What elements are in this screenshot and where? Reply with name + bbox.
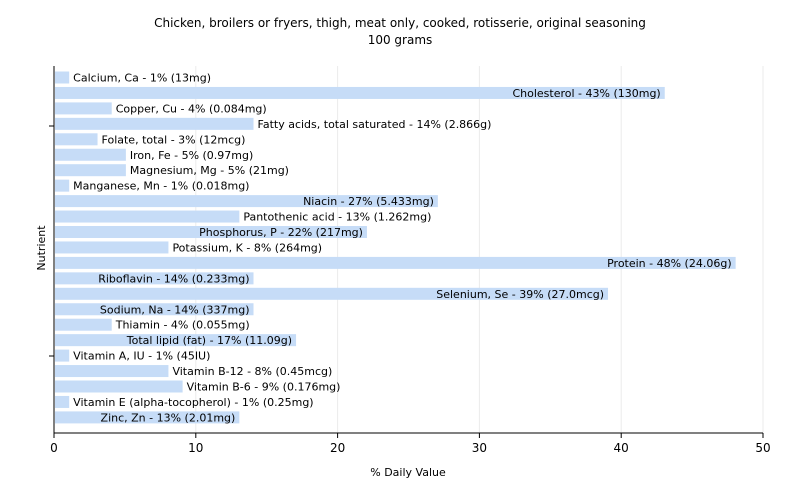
bar (55, 179, 70, 192)
bar-label: Folate, total - 3% (12mcg) (102, 133, 246, 146)
bar-label: Iron, Fe - 5% (0.97mg) (130, 149, 253, 162)
bar (55, 318, 112, 331)
x-tick-label: 40 (614, 441, 629, 455)
bar-label: Fatty acids, total saturated - 14% (2.86… (258, 118, 492, 131)
bar (55, 303, 254, 316)
bar (55, 241, 169, 254)
bar (55, 395, 70, 408)
bar (55, 164, 126, 177)
bar-label: Manganese, Mn - 1% (0.018mg) (73, 180, 249, 193)
bar-label: Magnesium, Mg - 5% (21mg) (130, 164, 289, 177)
bar-label: Vitamin B-6 - 9% (0.176mg) (187, 381, 341, 394)
x-axis-title: % Daily Value (370, 466, 446, 479)
chart-title: Chicken, broilers or fryers, thigh, meat… (154, 16, 646, 30)
bar-label: Vitamin B-12 - 8% (0.45mcg) (172, 365, 332, 378)
bar (55, 272, 254, 285)
bar (55, 210, 240, 223)
bar (55, 148, 126, 161)
bar (55, 133, 98, 146)
bar (55, 117, 254, 130)
bar-label: Total lipid (fat) - 17% (11.09g) (126, 334, 292, 347)
bar-label: Sodium, Na - 14% (337mg) (100, 303, 250, 316)
bar (55, 86, 665, 99)
bar-label: Zinc, Zn - 13% (2.01mg) (101, 411, 236, 424)
bar-label: Thiamin - 4% (0.055mg) (115, 319, 250, 332)
bar (55, 334, 297, 347)
bar (55, 195, 438, 208)
bar (55, 349, 70, 362)
bar-label: Protein - 48% (24.06g) (607, 257, 732, 270)
bar-label: Copper, Cu - 4% (0.084mg) (116, 102, 267, 115)
x-tick-label: 50 (755, 441, 770, 455)
bar-group: Calcium, Ca - 1% (13mg) Cholesterol - 43%… (55, 71, 736, 424)
bar-label: Selenium, Se - 39% (27.0mcg) (436, 288, 604, 301)
y-axis-title: Nutrient (35, 225, 48, 271)
bar-label: Vitamin A, IU - 1% (45IU) (73, 350, 210, 363)
bar-label: Potassium, K - 8% (264mg) (172, 241, 322, 254)
x-tick-label: 10 (188, 441, 203, 455)
bar-label: Phosphorus, P - 22% (217mg) (199, 226, 363, 239)
bar (55, 380, 183, 393)
x-tick-label: 30 (472, 441, 487, 455)
bar (55, 71, 70, 84)
bar (55, 287, 609, 300)
bar (55, 256, 736, 269)
bar (55, 102, 112, 115)
chart-subtitle: 100 grams (368, 33, 433, 47)
axes: 0 10 20 30 40 50 (49, 66, 771, 455)
bar (55, 365, 169, 378)
bar-label: Riboflavin - 14% (0.233mg) (98, 272, 249, 285)
bar-label: Calcium, Ca - 1% (13mg) (73, 72, 211, 85)
bar-label: Pantothenic acid - 13% (1.262mg) (243, 211, 431, 224)
x-tick-label: 0 (50, 441, 58, 455)
bar-label: Vitamin E (alpha-tocopherol) - 1% (0.25m… (73, 396, 313, 409)
bar (55, 411, 240, 424)
x-tick-label: 20 (330, 441, 345, 455)
bar-label: Cholesterol - 43% (130mg) (512, 87, 660, 100)
bar-label: Niacin - 27% (5.433mg) (303, 195, 434, 208)
bar (55, 226, 367, 238)
